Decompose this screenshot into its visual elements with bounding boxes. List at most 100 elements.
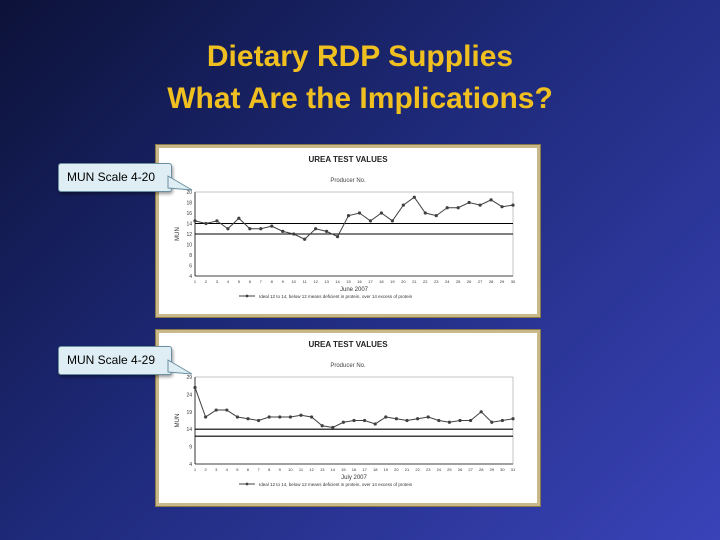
- data-point: [225, 408, 229, 412]
- x-tick-label: 12: [309, 467, 314, 472]
- x-tick-label: 20: [401, 279, 406, 284]
- x-tick-label: 31: [511, 467, 516, 472]
- x-tick-label: 20: [394, 467, 399, 472]
- data-point: [426, 415, 430, 419]
- x-tick-label: 13: [324, 279, 329, 284]
- y-tick-label: 16: [186, 211, 192, 217]
- data-point: [278, 415, 282, 419]
- callout-pointer-1: [167, 175, 193, 191]
- data-point: [511, 203, 515, 207]
- data-point: [214, 408, 218, 412]
- x-tick-label: 23: [434, 279, 439, 284]
- x-tick-label: 4: [226, 467, 229, 472]
- data-point: [416, 417, 420, 421]
- x-tick-label: 2: [204, 467, 207, 472]
- data-point: [467, 200, 471, 205]
- data-point: [226, 227, 230, 231]
- x-tick-label: 7: [260, 279, 263, 284]
- data-point: [320, 424, 324, 428]
- data-point: [303, 237, 307, 241]
- data-point: [346, 214, 351, 218]
- data-point: [335, 235, 340, 239]
- chart-title: UREA TEST VALUES: [308, 155, 388, 164]
- data-point: [299, 413, 303, 417]
- y-tick-label: 18: [186, 201, 192, 207]
- x-tick-label: 26: [458, 467, 463, 472]
- x-tick-label: 21: [412, 279, 417, 284]
- x-tick-label: 23: [426, 467, 431, 472]
- x-tick-label: 1: [194, 279, 197, 284]
- y-tick-label: 19: [186, 410, 192, 416]
- data-point: [215, 219, 219, 223]
- x-tick-label: 6: [249, 279, 252, 284]
- x-tick-label: 9: [282, 279, 285, 284]
- data-point: [193, 385, 197, 390]
- x-tick-label: 14: [335, 279, 340, 284]
- data-point: [469, 418, 473, 423]
- x-tick-label: 2: [205, 279, 208, 284]
- data-point: [394, 417, 398, 421]
- x-tick-label: 5: [238, 279, 241, 284]
- data-point: [363, 418, 367, 423]
- x-tick-label: 1: [194, 467, 197, 472]
- x-tick-label: 18: [379, 279, 384, 284]
- data-point: [390, 219, 394, 223]
- x-tick-label: 11: [303, 279, 308, 284]
- legend-marker: [245, 482, 249, 486]
- data-point: [490, 420, 494, 424]
- data-point: [437, 418, 441, 423]
- x-tick-label: 30: [511, 279, 516, 284]
- x-tick-label: 9: [279, 467, 282, 472]
- legend-marker: [245, 294, 249, 298]
- x-tick-label: 18: [373, 467, 378, 472]
- data-point: [379, 211, 384, 215]
- y-tick-label: 6: [189, 264, 192, 270]
- x-tick-label: 27: [468, 467, 473, 472]
- x-tick-label: 25: [456, 279, 461, 284]
- x-tick-label: 10: [288, 467, 293, 472]
- x-tick-label: 3: [215, 467, 218, 472]
- x-tick-label: 15: [346, 279, 351, 284]
- callout-mun-scale-2: MUN Scale 4-29: [58, 346, 172, 375]
- data-point: [292, 232, 296, 236]
- x-tick-label: 19: [390, 279, 395, 284]
- x-axis-label: July 2007: [341, 475, 367, 481]
- data-point: [310, 415, 314, 419]
- data-point: [281, 229, 285, 233]
- data-point: [204, 221, 208, 226]
- data-point: [246, 417, 250, 421]
- data-point: [456, 206, 460, 210]
- slide-title-line-2: What Are the Implications?: [167, 82, 553, 115]
- data-point: [434, 214, 438, 218]
- x-tick-label: 24: [437, 467, 442, 472]
- x-tick-label: 29: [490, 467, 495, 472]
- x-tick-label: 29: [500, 279, 505, 284]
- chart-subtitle: Producer No.: [330, 178, 366, 184]
- y-tick-label: 14: [186, 222, 192, 228]
- y-axis-label: MUN: [175, 414, 181, 428]
- data-point: [500, 205, 504, 209]
- x-tick-label: 17: [362, 467, 367, 472]
- data-point: [237, 216, 241, 220]
- legend-text: Ideal 12 to 14, below 12 means deficient…: [259, 294, 413, 299]
- data-point: [357, 211, 362, 215]
- y-tick-label: 12: [186, 232, 192, 238]
- callout-pointer-2: [167, 359, 193, 375]
- data-point: [259, 227, 263, 231]
- y-axis-label: MUN: [175, 227, 181, 241]
- data-point: [267, 415, 271, 419]
- chart-title: UREA TEST VALUES: [308, 340, 388, 349]
- data-point: [204, 415, 208, 419]
- data-point: [478, 203, 482, 207]
- data-point: [368, 219, 373, 223]
- y-tick-label: 4: [189, 462, 192, 468]
- x-tick-label: 10: [291, 279, 296, 284]
- data-point: [489, 198, 493, 202]
- data-point: [511, 417, 515, 421]
- x-tick-label: 12: [313, 279, 318, 284]
- data-point: [248, 227, 252, 231]
- data-point: [500, 418, 504, 423]
- legend-text: Ideal 12 to 14, below 12 means deficient…: [259, 482, 413, 487]
- y-tick-label: 20: [186, 190, 192, 196]
- slide-title: Dietary RDP Supplies What Are the Implic…: [0, 36, 720, 120]
